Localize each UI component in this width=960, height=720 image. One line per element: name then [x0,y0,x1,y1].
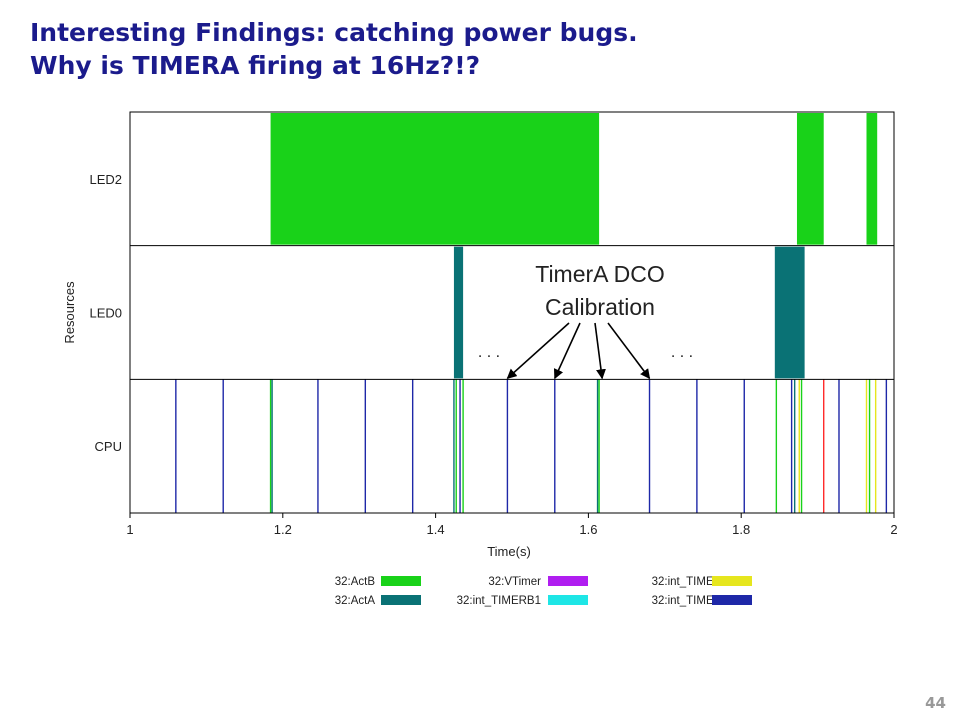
annotation-line-1: TimerA DCO [535,261,665,287]
interval-led2-0 [270,113,600,245]
x-tick-label-5: 2 [890,522,897,537]
interval-led0-4 [774,246,805,379]
annotation-arrow-2 [594,322,606,380]
row-label-cpu: CPU [95,439,122,454]
annotation-arrow-3 [607,322,651,380]
slide-number: 44 [925,694,946,712]
slide-title: Interesting Findings: catching power bug… [30,16,638,82]
legend-swatch-32-vtimer [548,576,588,586]
chart-legend: 32:ActB32:ActA32:VTimer32:int_TIMERB132:… [335,576,752,607]
legend-label-32-acta: 32:ActA [335,595,376,607]
legend-swatch-32-actb [381,576,421,586]
x-axis-label: Time(s) [487,544,531,559]
slide-title-line-2: Why is TIMERA firing at 16Hz?!? [30,51,481,80]
legend-swatch-32-int-timerb1 [548,595,588,605]
legend-label-32-vtimer: 32:VTimer [488,576,541,588]
ellipsis-right: . . . [671,344,693,361]
x-tick-label-4: 1.8 [732,522,750,537]
x-tick-label-3: 1.6 [579,522,597,537]
row-label-led2: LED2 [89,172,122,187]
y-axis-label: Resources [62,281,77,344]
interval-led2-2 [866,113,878,245]
slide-title-line-1: Interesting Findings: catching power bug… [30,18,638,47]
chart-frame [129,111,895,514]
x-tick-label-2: 1.4 [427,522,445,537]
row-label-led0: LED0 [89,306,122,321]
interval-led2-1 [796,113,824,245]
ellipsis-left: . . . [478,344,500,361]
legend-swatch-32-acta [381,595,421,605]
chart-intervals [270,113,878,379]
legend-label-32-actb: 32:ActB [335,576,376,588]
annotation: TimerA DCO Calibration . . . . . . [478,261,693,380]
legend-swatch-32-int-timera1 [712,595,752,605]
annotation-arrow-0 [506,322,570,380]
annotation-line-2: Calibration [545,294,655,320]
legend-label-32-int-timerb1: 32:int_TIMERB1 [457,595,541,607]
interval-led0-3 [453,246,464,379]
x-tick-label-0: 1 [126,522,133,537]
cpu-events [175,379,888,513]
plot-border [129,111,895,514]
x-axis: 1 1.2 1.4 1.6 1.8 2 Time(s) [126,513,898,559]
chart-rows: LED2 LED0 CPU Resources [62,172,122,454]
x-tick-label-1: 1.2 [274,522,292,537]
legend-swatch-32-int-timerb0 [712,576,752,586]
annotation-arrow-1 [553,322,581,380]
